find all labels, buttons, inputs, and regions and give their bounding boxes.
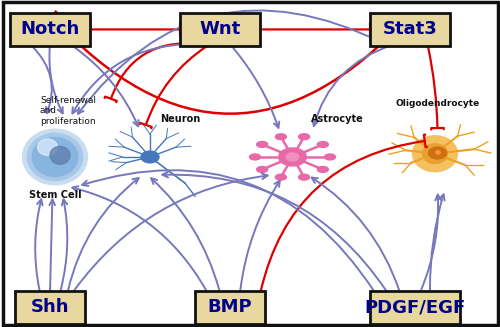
Text: Stem Cell: Stem Cell: [28, 190, 82, 199]
Ellipse shape: [412, 136, 458, 172]
Ellipse shape: [436, 151, 440, 154]
FancyBboxPatch shape: [2, 2, 498, 325]
Ellipse shape: [38, 139, 58, 155]
Ellipse shape: [324, 154, 336, 160]
Text: Notch: Notch: [20, 20, 80, 39]
FancyBboxPatch shape: [195, 291, 265, 324]
Text: Oligodendrocyte: Oligodendrocyte: [396, 99, 479, 108]
Text: Stat3: Stat3: [382, 20, 438, 39]
Ellipse shape: [318, 166, 328, 172]
Text: Self-renewal
and
proliferation: Self-renewal and proliferation: [40, 96, 96, 126]
Ellipse shape: [286, 153, 299, 161]
Text: BMP: BMP: [208, 298, 252, 317]
Ellipse shape: [50, 146, 70, 164]
Ellipse shape: [276, 134, 286, 140]
FancyBboxPatch shape: [180, 13, 260, 46]
Ellipse shape: [28, 133, 82, 181]
Ellipse shape: [318, 142, 328, 147]
Ellipse shape: [256, 142, 268, 147]
Circle shape: [141, 151, 159, 163]
Text: PDGF/EGF: PDGF/EGF: [364, 298, 466, 317]
Ellipse shape: [422, 144, 448, 164]
Text: Neuron: Neuron: [160, 114, 200, 124]
Ellipse shape: [32, 137, 78, 177]
Ellipse shape: [22, 129, 88, 185]
FancyBboxPatch shape: [15, 291, 85, 324]
Ellipse shape: [279, 148, 306, 166]
FancyBboxPatch shape: [370, 13, 450, 46]
Text: Wnt: Wnt: [200, 20, 240, 39]
Ellipse shape: [276, 174, 286, 180]
FancyBboxPatch shape: [10, 13, 90, 46]
Ellipse shape: [298, 174, 310, 180]
Ellipse shape: [250, 154, 260, 160]
Circle shape: [428, 147, 446, 159]
Ellipse shape: [256, 166, 268, 172]
Text: Astrocyte: Astrocyte: [311, 114, 364, 124]
FancyBboxPatch shape: [370, 291, 460, 324]
Ellipse shape: [298, 134, 310, 140]
Text: Shh: Shh: [31, 298, 69, 317]
